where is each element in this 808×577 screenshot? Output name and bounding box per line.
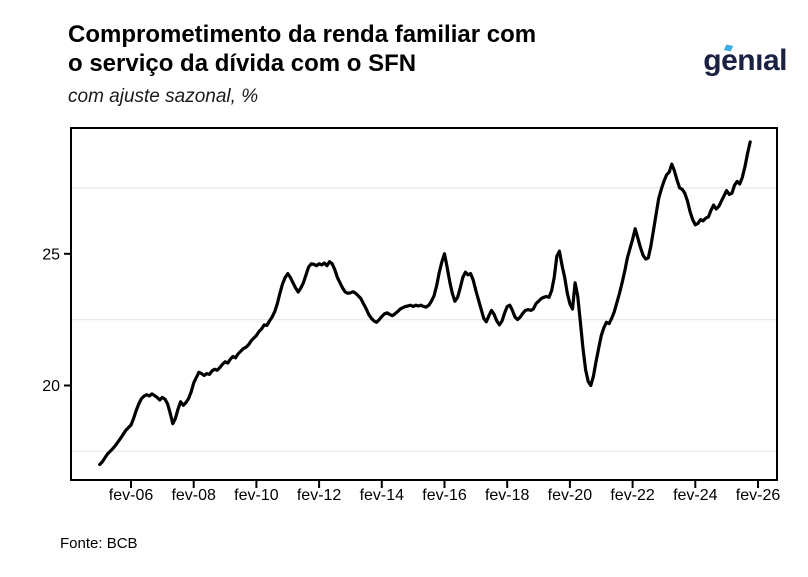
x-axis-tick-label: fev-26 xyxy=(736,487,781,504)
y-axis-tick-label: 25 xyxy=(42,246,60,263)
x-axis-tick-label: fev-08 xyxy=(171,487,216,504)
logo-text: genıal xyxy=(703,44,787,77)
x-axis-tick-label: fev-20 xyxy=(548,487,593,504)
x-axis-tick-label: fev-22 xyxy=(610,487,655,504)
y-axis-tick-label: 20 xyxy=(42,378,60,395)
x-axis-tick-label: fev-14 xyxy=(360,487,405,504)
x-axis-tick-label: fev-24 xyxy=(673,487,718,504)
x-axis-tick-label: fev-16 xyxy=(422,487,467,504)
source-note: Fonte: BCB xyxy=(60,535,138,552)
x-axis-tick-label: fev-18 xyxy=(485,487,530,504)
chart-title-line2: o serviço da dívida com o SFN xyxy=(68,50,417,77)
genial-logo: genıal xyxy=(703,44,787,82)
plot-frame xyxy=(70,127,778,481)
data-line-series xyxy=(98,140,752,467)
chart-subtitle: com ajuste sazonal, % xyxy=(68,86,259,107)
chart-title-line1: Comprometimento da renda familiar com xyxy=(68,21,537,48)
x-axis-tick-label: fev-12 xyxy=(297,487,342,504)
chart-title: Comprometimento da renda familiar com o … xyxy=(68,20,536,78)
x-axis-tick-label: fev-06 xyxy=(109,487,154,504)
x-axis-tick-label: fev-10 xyxy=(234,487,279,504)
